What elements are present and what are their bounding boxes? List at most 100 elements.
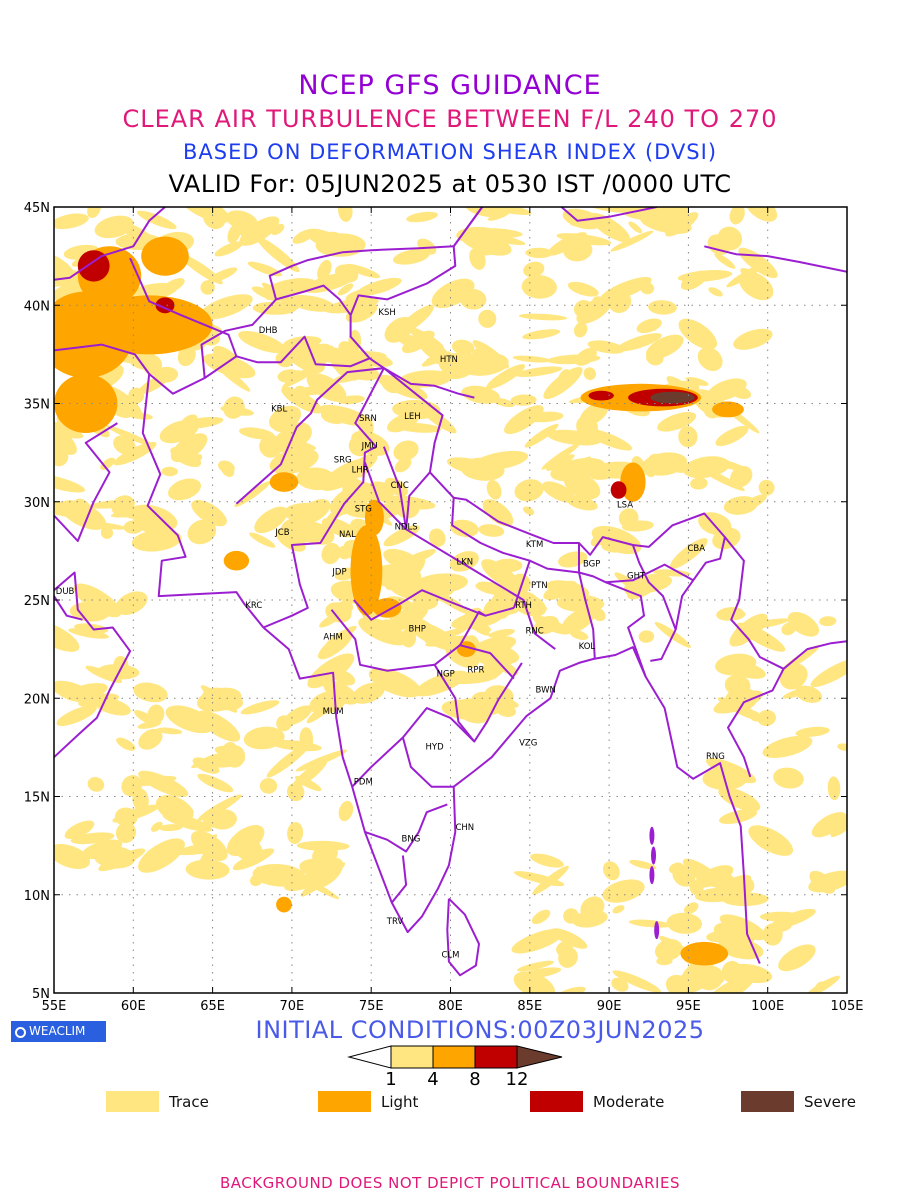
turbulence-patch-trace xyxy=(769,908,816,930)
turbulence-patch-trace xyxy=(318,404,372,427)
turbulence-patch-trace xyxy=(203,353,256,379)
station-jmu: JMU xyxy=(361,442,378,452)
boundary-lines xyxy=(54,207,847,977)
turbulence-patch-trace xyxy=(185,859,230,880)
turbulence-patch-trace xyxy=(697,347,723,372)
main-title: NCEP GFS GUIDANCE xyxy=(298,70,602,101)
turbulence-patch-trace xyxy=(256,236,300,273)
turbulence-patch-trace xyxy=(612,970,661,993)
island-mark-0 xyxy=(649,826,655,845)
turbulence-patch-trace xyxy=(668,862,684,874)
turbulence-patch-trace xyxy=(116,737,136,751)
lon-tick-label: 105E xyxy=(830,999,863,1014)
station-ahm: AHM xyxy=(323,632,343,642)
turbulence-patch-trace xyxy=(673,968,713,993)
turbulence-patch-trace xyxy=(281,386,323,414)
station-vzg: VZG xyxy=(519,738,537,748)
turbulence-patch-trace xyxy=(731,611,746,621)
logo-ring-icon xyxy=(15,1027,26,1038)
boundary-line-34 xyxy=(512,560,531,609)
turbulence-patch-trace xyxy=(296,499,331,525)
turbulence-patch-trace xyxy=(214,241,244,257)
turbulence-cell-20 xyxy=(680,941,729,966)
turbulence-patch-trace xyxy=(296,840,350,851)
turbulence-patch-trace xyxy=(551,928,588,949)
turbulence-patch-trace xyxy=(810,658,847,688)
turbulence-patch-trace xyxy=(708,287,723,297)
boundary-line-19 xyxy=(560,207,657,222)
turbulence-patch-trace xyxy=(781,622,797,636)
turbulence-patch-trace xyxy=(563,908,579,924)
turbulence-patch-trace xyxy=(525,247,553,259)
turbulence-patch-trace xyxy=(574,322,588,338)
lat-tick-label: 5N xyxy=(32,987,50,1002)
turbulence-patch-trace xyxy=(394,457,412,473)
turbulence-patch-trace xyxy=(220,405,254,416)
lon-tick-label: 75E xyxy=(359,999,384,1014)
lat-tick-label: 15N xyxy=(24,791,50,806)
turbulence-patch-trace xyxy=(333,359,360,381)
turbulence-patch-trace xyxy=(64,820,95,840)
turbulence-patch-trace xyxy=(729,207,745,225)
turbulence-patch-trace xyxy=(162,812,213,832)
station-stg: STG xyxy=(355,505,372,515)
turbulence-patch-trace xyxy=(557,551,588,568)
station-bgp: BGP xyxy=(583,560,600,570)
colorbar-tick-label: 8 xyxy=(469,1069,480,1090)
turbulence-patch-trace xyxy=(519,967,562,979)
turbulence-patch-trace xyxy=(546,580,590,599)
boundary-line-0 xyxy=(262,626,761,964)
turbulence-patch-trace xyxy=(511,928,565,954)
colorbar-tick-label: 12 xyxy=(506,1069,529,1090)
turbulence-patch-trace xyxy=(602,879,645,903)
turbulence-patch-trace xyxy=(277,369,300,383)
turbulence-patch-trace xyxy=(694,886,746,903)
turbulence-patch-trace xyxy=(129,775,177,787)
colorbar-over-arrow xyxy=(516,1045,563,1069)
turbulence-patch-trace xyxy=(325,602,352,623)
turbulence-patch-trace xyxy=(266,437,317,451)
legend-swatch-light xyxy=(318,1091,371,1112)
boundary-line-7 xyxy=(578,572,596,660)
turbulence-patch-trace xyxy=(522,329,561,340)
turbulence-patch-trace xyxy=(179,207,231,223)
turbulence-patch-trace xyxy=(531,909,551,925)
turbulence-patch-trace xyxy=(534,615,559,635)
turbulence-patch-trace xyxy=(550,457,606,482)
island-mark-1 xyxy=(651,846,657,865)
turbulence-patch-trace xyxy=(787,611,820,637)
turbulence-patch-trace xyxy=(450,519,479,538)
turbulence-patch-trace xyxy=(830,813,847,838)
boundary-line-9 xyxy=(782,640,847,670)
station-dub: DUB xyxy=(56,587,75,597)
boundary-line-38 xyxy=(54,501,95,542)
turbulence-patch-trace xyxy=(240,700,280,715)
turbulence-patch-trace xyxy=(392,249,430,265)
turbulence-patch-trace xyxy=(478,309,497,328)
turbulence-patch-trace xyxy=(644,453,661,478)
turbulence-patch-trace xyxy=(516,960,555,972)
turbulence-patch-trace xyxy=(714,253,736,269)
turbulence-patch-trace xyxy=(459,230,512,256)
turbulence-patch-trace xyxy=(616,333,662,352)
station-htn: HTN xyxy=(440,355,458,365)
axis-ticks: 55E 60E 65E 70E 75E 80E 85E 90E 95E 100E 105E 5N 10N… xyxy=(24,201,864,1014)
turbulence-patch-trace xyxy=(739,494,767,512)
turbulence-patch-trace xyxy=(276,715,293,732)
turbulence-patch-trace xyxy=(492,397,515,408)
turbulence-patch-trace xyxy=(680,270,708,291)
turbulence-patch-trace xyxy=(161,466,178,477)
turbulence-patch-trace xyxy=(733,328,773,350)
turbulence-patch-trace xyxy=(580,896,605,920)
turbulence-patch-trace xyxy=(112,507,138,520)
turbulence-patch-trace xyxy=(168,478,201,501)
turbulence-patch-trace xyxy=(156,727,183,735)
turbulence-cell-13 xyxy=(620,462,646,502)
turbulence-patch-trace xyxy=(546,454,575,471)
turbulence-patch-trace xyxy=(730,465,753,488)
island-mark-3 xyxy=(654,921,660,940)
station-trv: TRV xyxy=(386,917,404,927)
turbulence-patch-trace xyxy=(271,223,285,236)
subtitle-index: BASED ON DEFORMATION SHEAR INDEX (DVSI) xyxy=(182,140,718,164)
station-srn: SRN xyxy=(359,414,377,424)
